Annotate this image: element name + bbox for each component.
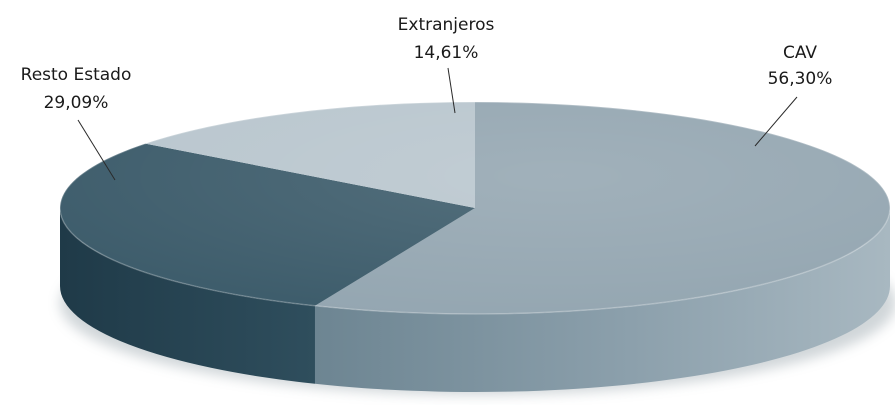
slice-label-group-extranjeros: Extranjeros 14,61% xyxy=(398,15,495,114)
slice-side-cav xyxy=(314,208,891,393)
leader-line-extranjeros xyxy=(447,67,456,114)
slice-value-label: 29,09% xyxy=(44,93,109,113)
slice-name-label: Extranjeros xyxy=(398,15,495,35)
slice-name-label: Resto Estado xyxy=(21,65,132,85)
leader-line-resto-estado xyxy=(77,119,116,181)
leader-line-cav xyxy=(754,96,798,147)
slice-label-group-cav: CAV 56,30% xyxy=(754,43,833,147)
slice-label-group-resto-estado: Resto Estado 29,09% xyxy=(21,65,132,181)
slice-name-label: CAV xyxy=(783,43,817,63)
slice-value-label: 14,61% xyxy=(414,43,479,63)
slice-value-label: 56,30% xyxy=(768,69,833,89)
